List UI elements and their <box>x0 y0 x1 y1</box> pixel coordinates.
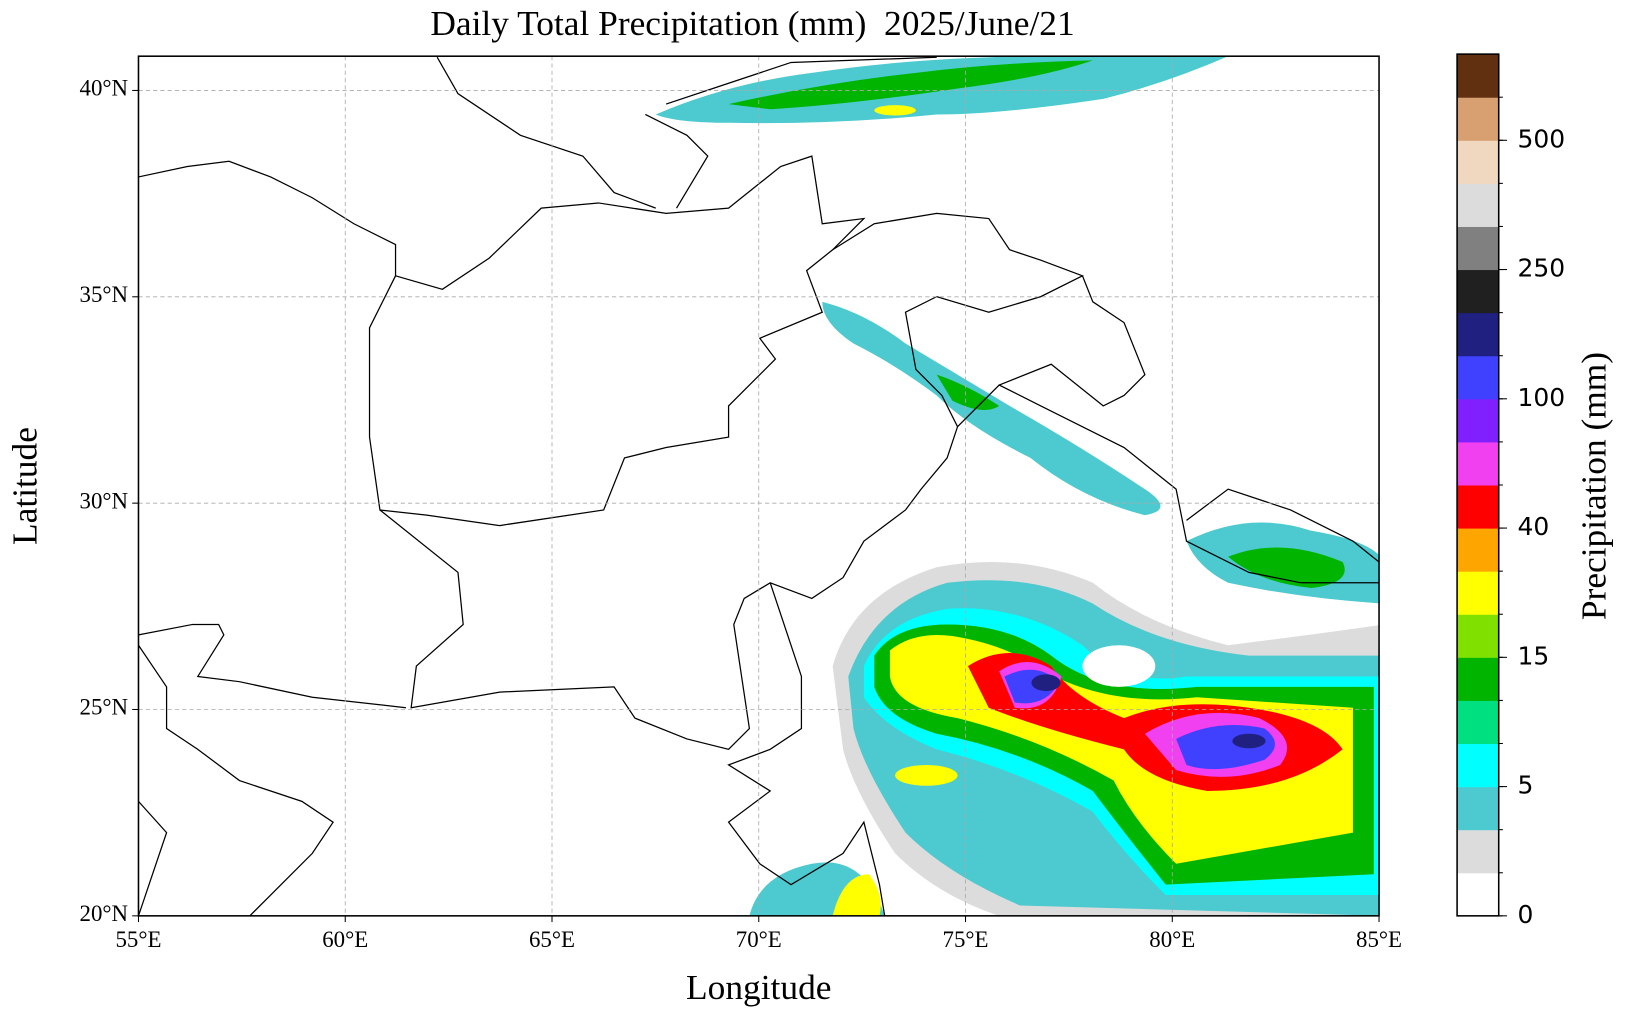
colorbar-segment <box>1457 872 1499 917</box>
colorbar-tick-label: 500 <box>1517 124 1565 153</box>
axes: 55°E 60°E 65°E 70°E 75°E 80°E 85°E 20°N 25°N 30°N… <box>80 53 1565 952</box>
colorbar-segment <box>1457 786 1499 831</box>
y-tick-label: 25°N <box>80 695 129 720</box>
colorbar-segment <box>1457 54 1499 98</box>
colorbar-segment <box>1457 140 1499 184</box>
map-title: Daily Total Precipitation (mm) 2025/June… <box>430 3 1074 43</box>
colorbar-segment <box>1457 484 1499 529</box>
colorbar-segment <box>1457 226 1499 271</box>
colorbar-tick-label: 15 <box>1517 641 1549 670</box>
x-tick-label: 85°E <box>1356 927 1402 952</box>
x-tick-label: 60°E <box>322 927 368 952</box>
precipitation-field <box>655 56 1380 916</box>
x-tick-label: 70°E <box>736 927 782 952</box>
colorbar-segment <box>1457 571 1499 615</box>
x-tick-label: 65°E <box>529 927 575 952</box>
colorbar-tick-label: 0 <box>1517 900 1533 929</box>
colorbar-segment <box>1457 614 1499 658</box>
y-axis-label: Latitude <box>4 427 44 545</box>
colorbar-tick-label: 5 <box>1517 771 1533 800</box>
y-tick-label: 35°N <box>80 282 129 307</box>
colorbar-segment <box>1457 269 1499 314</box>
colorbar-segment <box>1457 528 1499 572</box>
colorbar-segment <box>1457 183 1499 227</box>
y-tick-label: 20°N <box>80 901 129 926</box>
colorbar-label: Precipitation (mm) <box>1574 352 1614 620</box>
x-tick-label: 55°E <box>115 927 161 952</box>
colorbar-segment <box>1457 657 1499 701</box>
y-tick-label: 40°N <box>80 76 129 101</box>
x-axis-label: Longitude <box>686 967 831 1007</box>
y-tick-label: 30°N <box>80 488 129 513</box>
x-tick-label: 75°E <box>943 927 989 952</box>
colorbar-tick-label: 100 <box>1517 383 1565 412</box>
colorbar-segment <box>1457 829 1499 874</box>
plot-frame <box>137 55 1380 917</box>
x-tick-label: 80°E <box>1149 927 1195 952</box>
colorbar-segment <box>1457 97 1499 141</box>
borders <box>138 56 1380 916</box>
colorbar-frame <box>1456 53 1500 917</box>
colorbar-segment <box>1457 700 1499 745</box>
colorbar-tick-label: 250 <box>1517 254 1565 283</box>
colorbar-segment <box>1457 743 1499 788</box>
colorbar-segment <box>1457 355 1499 400</box>
colorbar-tick-label: 40 <box>1517 512 1549 541</box>
colorbar-segment <box>1457 312 1499 357</box>
colorbar-segment <box>1457 441 1499 486</box>
colorbar-segment <box>1457 398 1499 443</box>
